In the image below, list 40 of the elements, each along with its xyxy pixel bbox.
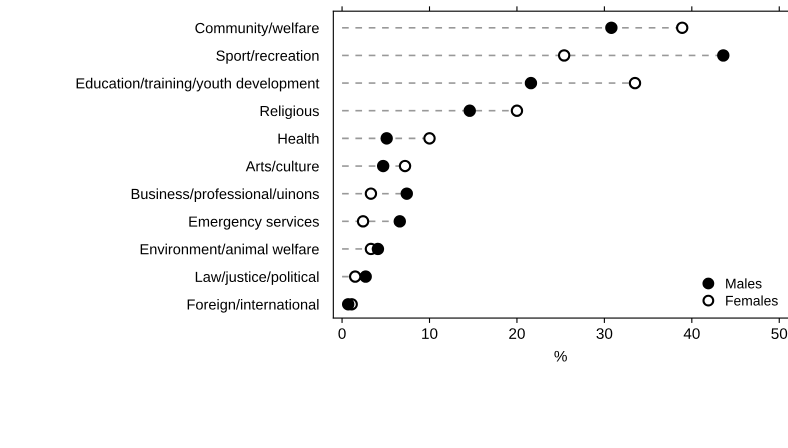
x-tick-label: 40 (684, 328, 700, 340)
point (676, 22, 688, 34)
x-tick-label: 10 (422, 328, 438, 340)
x-tick-label: 0 (338, 328, 346, 340)
point (356, 215, 370, 228)
y-tick-label: Community/welfare (195, 22, 319, 36)
point (605, 22, 618, 34)
y-tick-label: Business/professional/uinons (132, 188, 319, 202)
y-tick-label: Arts/culture (246, 160, 319, 172)
point (372, 242, 384, 256)
y-tick-label: Emergency services (189, 216, 319, 230)
point (717, 49, 730, 62)
y-tick-label: Law/justice/political (196, 271, 318, 285)
point (423, 132, 436, 145)
point (359, 270, 372, 283)
y-tick-label: Environment/animal welfare (140, 244, 319, 254)
y-tick-label: Education/training/youth development (76, 78, 320, 92)
point (510, 104, 524, 117)
point (524, 76, 538, 90)
point (380, 132, 393, 145)
point (348, 270, 362, 283)
x-axis-title: % (554, 350, 567, 362)
point (376, 160, 390, 172)
point (464, 104, 476, 117)
point (558, 49, 570, 62)
point (400, 187, 413, 200)
x-tick-label: 50 (771, 328, 788, 340)
y-tick-label: Sport/recreation (216, 50, 318, 64)
point (394, 215, 406, 228)
y-tick-label: Health (278, 133, 318, 144)
point (398, 160, 412, 172)
point (342, 298, 354, 310)
point (628, 76, 642, 90)
y-tick-label: Foreign/international (188, 298, 318, 313)
point (364, 187, 378, 200)
legend-label: Females (726, 295, 778, 306)
x-tick-label: 30 (596, 328, 612, 340)
legend-label: Males (726, 278, 762, 288)
y-tick-label: Religious (260, 105, 319, 120)
x-tick-label: 20 (509, 328, 525, 340)
